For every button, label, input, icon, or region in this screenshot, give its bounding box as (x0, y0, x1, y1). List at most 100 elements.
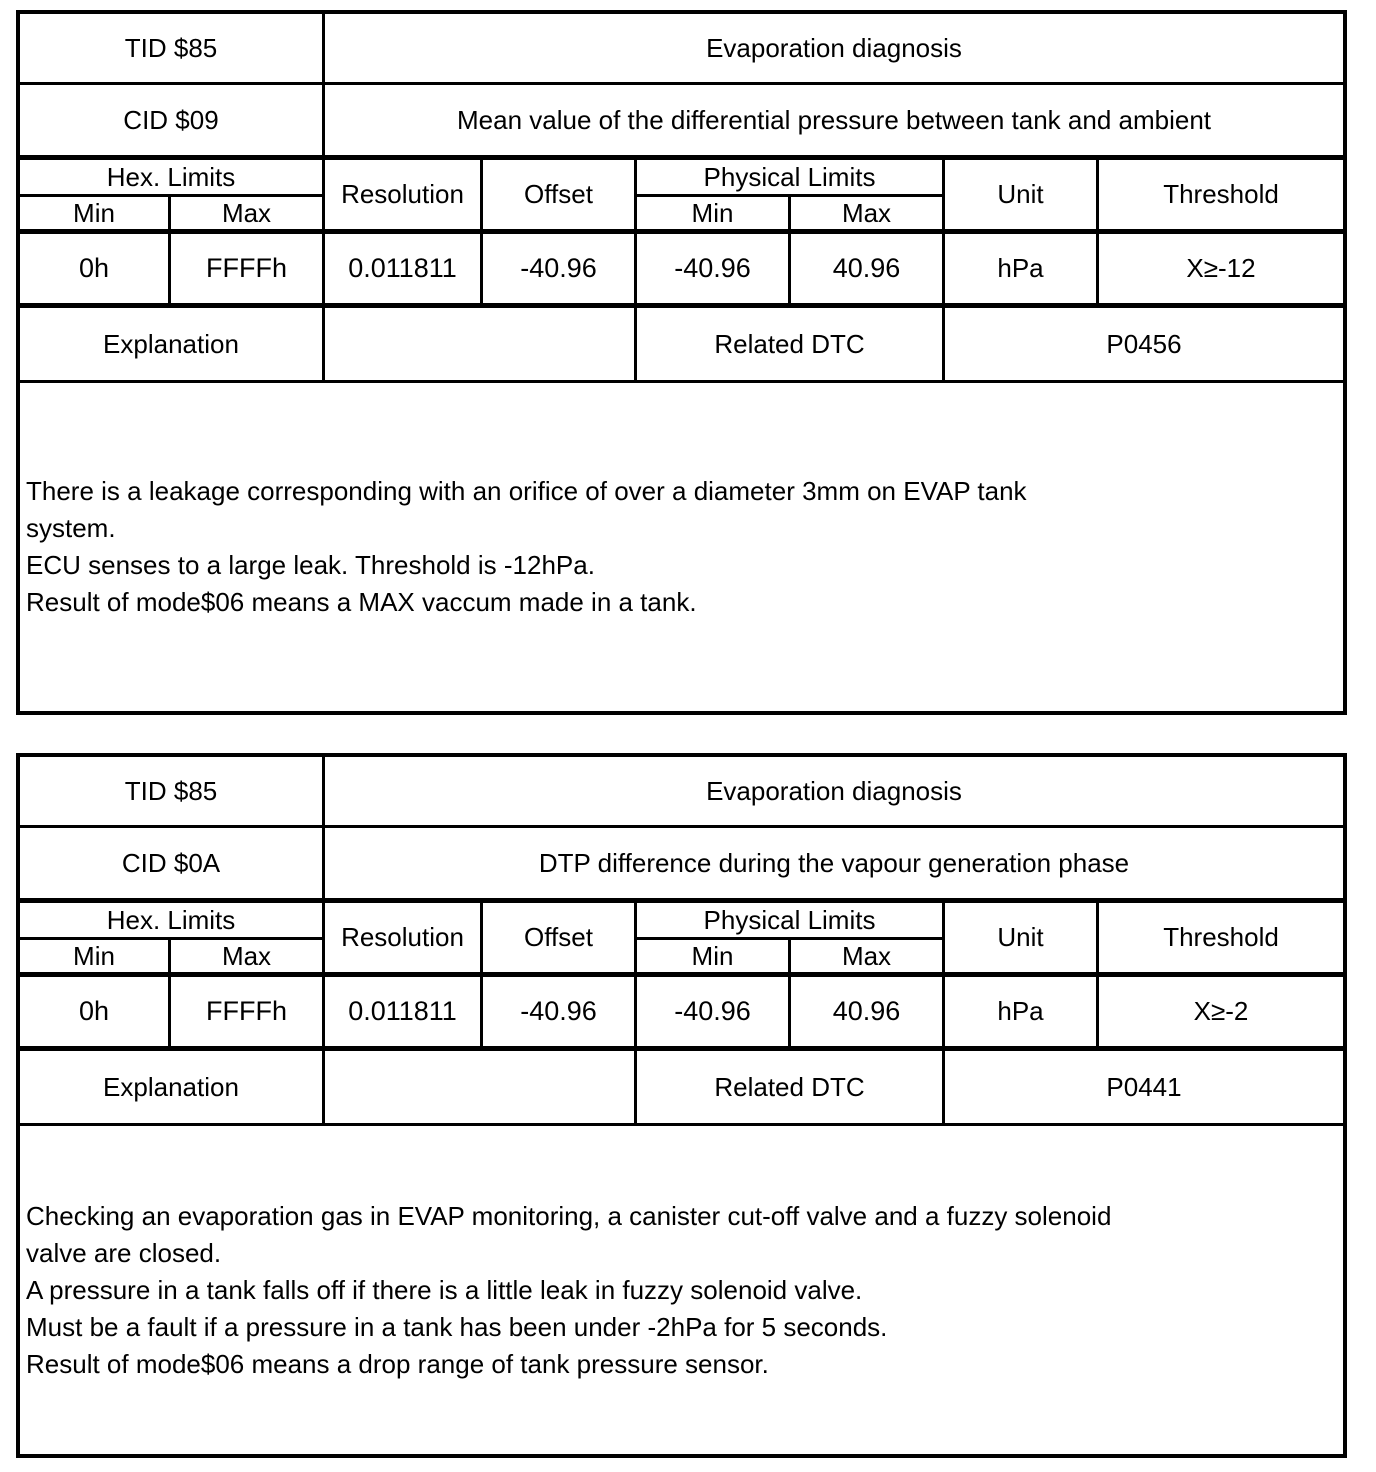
explanation-body: There is a leakage corresponding with an… (20, 383, 1347, 715)
explanation-label-cell: Explanation (20, 308, 325, 383)
phys-max-header: Max (791, 197, 945, 234)
resolution: 0.011811 (348, 996, 457, 1026)
resolution-label: Resolution (341, 922, 464, 952)
hex-max-label: Max (221, 940, 272, 971)
hex-min-header: Min (20, 197, 171, 234)
offset-label: Offset (524, 179, 593, 209)
unit-header: Unit (945, 903, 1099, 977)
tid-description: Evaporation diagnosis (706, 32, 962, 63)
hex-max: FFFFh (206, 996, 287, 1026)
unit: hPa (997, 253, 1044, 283)
offset-header: Offset (483, 160, 637, 234)
tid: TID $85 (124, 32, 218, 63)
phys-max-label: Max (841, 197, 892, 228)
explanation-line: ECU senses to a large leak. Threshold is… (26, 550, 595, 580)
threshold-header: Threshold (1099, 903, 1347, 977)
unit-value: hPa (945, 234, 1099, 308)
tid: TID $85 (124, 775, 218, 806)
phys-max-header: Max (791, 940, 945, 977)
explanation-line: A pressure in a tank falls off if there … (26, 1274, 863, 1305)
physical-limits-label: Physical Limits (703, 904, 876, 935)
explanation-line: There is a leakage corresponding with an… (26, 476, 1027, 506)
offset-value: -40.96 (483, 977, 637, 1051)
phys-min-header: Min (637, 197, 791, 234)
related-dtc: P0441 (1106, 1071, 1182, 1102)
threshold-header: Threshold (1099, 160, 1347, 234)
hex-min: 0h (78, 253, 110, 283)
hex-min-label: Min (73, 197, 115, 228)
tid-description-cell: Evaporation diagnosis (325, 757, 1347, 828)
phys-max-value: 40.96 (791, 977, 945, 1051)
tid-cell: TID $85 (20, 14, 325, 85)
explanation-text: There is a leakage corresponding with an… (26, 473, 1027, 621)
diagnosis-table-1: TID $85 Evaporation diagnosis CID $09 Me… (16, 10, 1347, 715)
phys-max-value: 40.96 (791, 234, 945, 308)
hex-min-value: 0h (20, 977, 171, 1051)
related-dtc-label-cell: Related DTC (637, 308, 945, 383)
cid-cell: CID $09 (20, 85, 325, 160)
hex-limits-label: Hex. Limits (106, 161, 236, 192)
related-dtc-cell: P0441 (945, 1051, 1347, 1126)
hex-max: FFFFh (206, 253, 287, 283)
explanation-text: Checking an evaporation gas in EVAP moni… (26, 1198, 1111, 1383)
unit-value: hPa (945, 977, 1099, 1051)
hex-max-value: FFFFh (171, 234, 325, 308)
cid-description: Mean value of the differential pressure … (457, 104, 1211, 135)
related-dtc-label: Related DTC (714, 328, 865, 359)
hex-limits-label: Hex. Limits (106, 904, 236, 935)
offset-label: Offset (524, 922, 593, 952)
hex-min-label: Min (73, 940, 115, 971)
physical-limits-label: Physical Limits (703, 161, 876, 192)
tid-cell: TID $85 (20, 757, 325, 828)
offset-value: -40.96 (483, 234, 637, 308)
threshold-label: Threshold (1163, 179, 1279, 209)
offset: -40.96 (520, 996, 597, 1026)
tid-description-cell: Evaporation diagnosis (325, 14, 1347, 85)
explanation-label: Explanation (103, 328, 239, 359)
hex-min-header: Min (20, 940, 171, 977)
phys-min-value: -40.96 (637, 977, 791, 1051)
phys-min: -40.96 (674, 996, 751, 1026)
threshold: X≥-12 (1186, 253, 1256, 283)
explanation-line: Must be a fault if a pressure in a tank … (26, 1311, 888, 1342)
physical-limits-header: Physical Limits (637, 160, 945, 197)
resolution-label: Resolution (341, 179, 464, 209)
hex-min: 0h (78, 996, 110, 1026)
hex-limits-header: Hex. Limits (20, 903, 325, 940)
hex-max-value: FFFFh (171, 977, 325, 1051)
resolution: 0.011811 (348, 253, 457, 283)
resolution-value: 0.011811 (325, 977, 483, 1051)
hex-min-value: 0h (20, 234, 171, 308)
phys-min: -40.96 (674, 253, 751, 283)
cid-description-cell: DTP difference during the vapour generat… (325, 828, 1347, 903)
resolution-header: Resolution (325, 160, 483, 234)
phys-max-label: Max (841, 940, 892, 971)
threshold-label: Threshold (1163, 922, 1279, 952)
explanation-line: Checking an evaporation gas in EVAP moni… (26, 1200, 1112, 1231)
threshold-value: X≥-12 (1099, 234, 1347, 308)
hex-max-header: Max (171, 940, 325, 977)
phys-min-value: -40.96 (637, 234, 791, 308)
explanation-label-cell: Explanation (20, 1051, 325, 1126)
cid: CID $09 (123, 104, 219, 135)
offset: -40.96 (520, 253, 597, 283)
hex-max-header: Max (171, 197, 325, 234)
explanation-line: system. (26, 513, 116, 543)
resolution-header: Resolution (325, 903, 483, 977)
offset-header: Offset (483, 903, 637, 977)
unit: hPa (997, 996, 1044, 1026)
phys-min-label: Min (691, 940, 734, 971)
unit-label: Unit (997, 179, 1044, 209)
related-dtc: P0456 (1106, 328, 1182, 359)
phys-min-label: Min (691, 197, 734, 228)
unit-header: Unit (945, 160, 1099, 234)
cid-description-cell: Mean value of the differential pressure … (325, 85, 1347, 160)
explanation-line: valve are closed. (26, 1237, 222, 1268)
hex-max-label: Max (221, 197, 272, 228)
related-dtc-label: Related DTC (714, 1071, 865, 1102)
diagnosis-table-2: TID $85 Evaporation diagnosis CID $0A DT… (16, 753, 1347, 1458)
hex-limits-header: Hex. Limits (20, 160, 325, 197)
explanation-line: Result of mode$06 means a drop range of … (26, 1348, 769, 1379)
explanation-body: Checking an evaporation gas in EVAP moni… (20, 1126, 1347, 1458)
cid-description: DTP difference during the vapour generat… (538, 847, 1130, 878)
